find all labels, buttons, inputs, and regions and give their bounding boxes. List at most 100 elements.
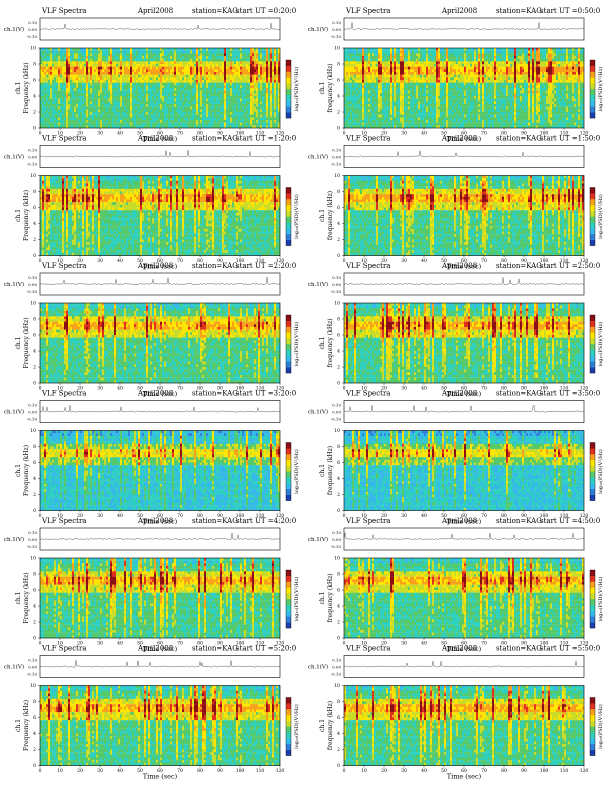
heatmap-cell xyxy=(402,96,404,99)
heatmap-cell xyxy=(206,85,208,88)
heatmap-cell xyxy=(262,69,264,72)
heatmap-cell xyxy=(216,115,218,118)
heatmap-cell xyxy=(176,48,178,51)
heatmap-cell xyxy=(228,112,230,115)
heatmap-cell xyxy=(112,99,114,102)
heatmap-cell xyxy=(244,112,246,115)
heatmap-cell xyxy=(250,56,252,59)
heatmap-cell xyxy=(194,59,196,62)
heatmap-cell xyxy=(46,123,48,126)
heatmap-cell xyxy=(344,91,346,94)
heatmap-cell xyxy=(230,115,232,118)
heatmap-cell xyxy=(114,83,116,86)
heatmap-cell xyxy=(412,101,414,104)
heatmap-cell xyxy=(408,85,410,88)
heatmap-cell xyxy=(194,96,196,99)
heatmap-cell xyxy=(402,88,404,91)
heatmap-cell xyxy=(410,101,412,104)
heatmap-cell xyxy=(358,72,360,75)
heatmap-cell xyxy=(110,107,112,110)
heatmap-cell xyxy=(378,53,380,56)
heatmap-cell xyxy=(210,107,212,110)
heatmap-cell xyxy=(104,107,106,110)
heatmap-cell xyxy=(404,101,406,104)
heatmap-cell xyxy=(124,53,126,56)
heatmap-cell xyxy=(356,109,358,112)
heatmap-cell xyxy=(408,51,410,54)
heatmap-cell xyxy=(396,93,398,96)
heatmap-cell xyxy=(220,101,222,104)
heatmap-cell xyxy=(58,61,60,64)
heatmap-cell xyxy=(100,80,102,83)
panel-header-date: April2008 xyxy=(441,7,477,15)
heatmap-cell xyxy=(274,83,276,86)
heatmap-cell xyxy=(58,80,60,83)
heatmap-cell xyxy=(68,64,70,67)
heatmap-cell xyxy=(40,56,42,59)
heatmap-cell xyxy=(166,61,168,64)
heatmap-cell xyxy=(192,56,194,59)
heatmap-cell xyxy=(424,112,426,115)
heatmap-cell xyxy=(386,115,388,118)
heatmap-cell xyxy=(46,85,48,88)
heatmap-cell xyxy=(382,80,384,83)
heatmap-cell xyxy=(46,67,48,70)
heatmap-cell xyxy=(398,88,400,91)
heatmap-cell xyxy=(116,56,118,59)
heatmap-cell xyxy=(260,88,262,91)
heatmap-cell xyxy=(252,59,254,62)
heatmap-cell xyxy=(180,91,182,94)
colorbar-segment xyxy=(286,72,291,78)
heatmap-cell xyxy=(160,120,162,123)
heatmap-cell xyxy=(126,112,128,115)
heatmap-cell xyxy=(352,101,354,104)
heatmap-cell xyxy=(164,104,166,107)
heatmap-cell xyxy=(382,93,384,96)
heatmap-cell xyxy=(92,123,94,126)
heatmap-cell xyxy=(420,67,422,70)
heatmap-cell xyxy=(426,69,428,72)
heatmap-cell xyxy=(260,93,262,96)
heatmap-cell xyxy=(138,107,140,110)
heatmap-cell xyxy=(370,51,372,54)
heatmap-cell xyxy=(392,107,394,110)
heatmap-cell xyxy=(226,96,228,99)
heatmap-cell xyxy=(274,64,276,67)
heatmap-cell xyxy=(344,80,346,83)
heatmap-cell xyxy=(258,67,260,70)
heatmap-cell xyxy=(430,96,432,99)
heatmap-cell xyxy=(118,96,120,99)
heatmap-cell xyxy=(374,109,376,112)
heatmap-cell xyxy=(230,96,232,99)
heatmap-cell xyxy=(380,104,382,107)
heatmap-cell xyxy=(218,51,220,54)
heatmap-cell xyxy=(88,77,90,80)
heatmap-cell xyxy=(68,109,70,112)
heatmap-cell xyxy=(424,123,426,126)
heatmap-cell xyxy=(400,85,402,88)
heatmap-cell xyxy=(132,101,134,104)
heatmap-cell xyxy=(360,96,362,99)
heatmap-cell xyxy=(40,117,42,120)
heatmap-cell xyxy=(416,91,418,94)
heatmap-cell xyxy=(216,88,218,91)
heatmap-cell xyxy=(410,117,412,120)
heatmap-cell xyxy=(404,109,406,112)
heatmap-cell xyxy=(414,51,416,54)
heatmap-cell xyxy=(114,123,116,126)
heatmap-cell xyxy=(182,48,184,51)
heatmap-cell xyxy=(268,75,270,78)
heatmap-cell xyxy=(256,109,258,112)
heatmap-cell xyxy=(260,64,262,67)
heatmap-cell xyxy=(372,59,374,62)
heatmap-cell xyxy=(64,56,66,59)
heatmap-cell xyxy=(232,56,234,59)
heatmap-cell xyxy=(272,109,274,112)
heatmap-cell xyxy=(110,59,112,62)
heatmap-cell xyxy=(420,88,422,91)
heatmap-cell xyxy=(130,93,132,96)
heatmap-cell xyxy=(140,96,142,99)
heatmap-cell xyxy=(72,80,74,83)
heatmap-cell xyxy=(270,67,272,70)
heatmap-cell xyxy=(190,107,192,110)
